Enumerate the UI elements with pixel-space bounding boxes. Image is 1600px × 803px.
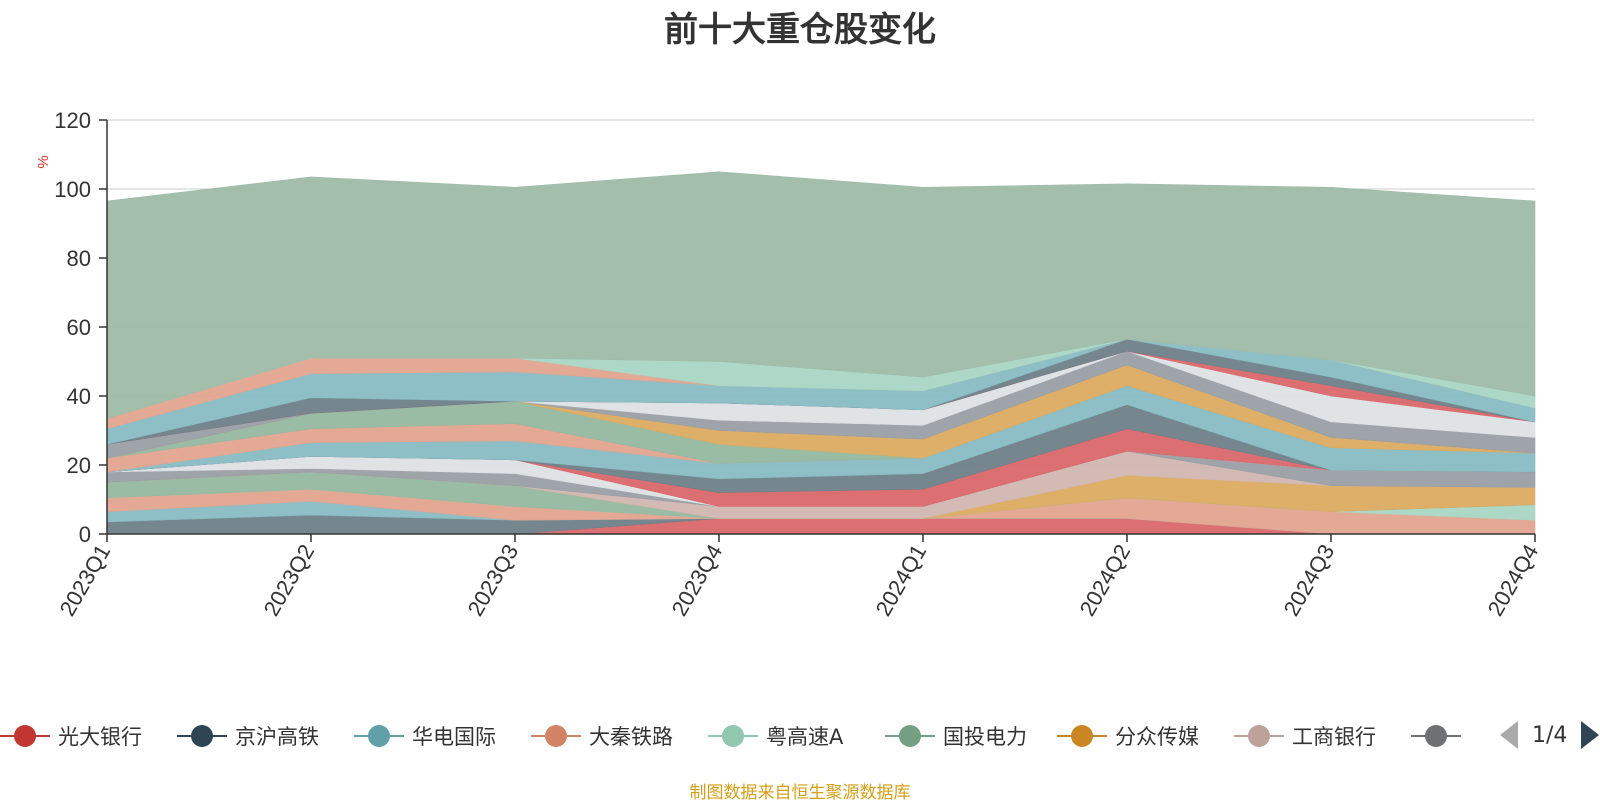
legend-item[interactable]: 国投电力 [885, 718, 1027, 754]
legend-marker-icon [354, 724, 404, 748]
legend-marker-icon [531, 724, 581, 748]
legend-prev-icon[interactable] [1500, 721, 1518, 749]
legend: 光大银行 京沪高铁 华电国际 大秦铁路 粤高速A 国投电力 分众传媒 工商银行 美的集团 [0, 718, 1600, 754]
legend-marker-icon [708, 724, 758, 748]
chart-title: 前十大重仓股变化 [664, 10, 936, 50]
legend-next-icon[interactable] [1581, 721, 1600, 749]
legend-item[interactable]: 光大银行 [0, 718, 142, 754]
legend-marker-icon [0, 724, 50, 748]
source-note: 制图数据来自恒生聚源数据库 [689, 783, 911, 803]
x-tick-label: 2023Q4 [667, 540, 728, 620]
y-tick-label: 20 [67, 453, 91, 478]
legend-label: 粤高速A [766, 725, 844, 749]
legend-marker-icon [1411, 724, 1461, 748]
legend-label: 京沪高铁 [235, 725, 319, 749]
legend-page-indicator: 1/4 [1532, 722, 1568, 748]
y-tick-label: 80 [67, 246, 91, 271]
x-tick-label: 2024Q4 [1483, 540, 1544, 620]
legend-label: 华电国际 [412, 725, 496, 749]
legend-item[interactable]: 大秦铁路 [531, 718, 673, 754]
legend-pager: 1/4 [1500, 720, 1600, 750]
area-series [106, 171, 1536, 535]
legend-label: 大秦铁路 [589, 725, 673, 749]
y-axis-label: % [35, 155, 52, 168]
x-tick-label: 2024Q2 [1075, 540, 1136, 620]
y-tick-label: 120 [54, 108, 91, 133]
x-tick-label: 2023Q3 [463, 540, 524, 620]
legend-label: 国投电力 [943, 725, 1027, 749]
legend-marker-icon [1234, 724, 1284, 748]
x-tick-label: 2023Q1 [55, 540, 116, 620]
legend-items: 光大银行 京沪高铁 华电国际 大秦铁路 粤高速A 国投电力 分众传媒 工商银行 美的集团 [0, 718, 1468, 754]
legend-marker-icon [177, 724, 227, 748]
x-tick-label: 2023Q2 [259, 540, 320, 620]
legend-label: 光大银行 [58, 725, 142, 749]
y-tick-label: 0 [79, 522, 91, 547]
legend-item[interactable]: 工商银行 [1234, 718, 1376, 754]
area-未公布[interactable] [106, 171, 1536, 419]
legend-item[interactable]: 京沪高铁 [177, 718, 319, 754]
legend-marker-icon [885, 724, 935, 748]
y-tick-label: 100 [54, 177, 91, 202]
legend-label: 工商银行 [1292, 725, 1376, 749]
legend-marker-icon [1057, 724, 1107, 748]
x-tick-label: 2024Q3 [1279, 540, 1340, 620]
y-tick-label: 40 [67, 384, 91, 409]
legend-label: 分众传媒 [1115, 725, 1199, 749]
legend-item[interactable]: 华电国际 [354, 718, 496, 754]
legend-item[interactable]: 分众传媒 [1057, 718, 1199, 754]
y-tick-label: 60 [67, 315, 91, 340]
x-tick-label: 2024Q1 [871, 540, 932, 620]
legend-item[interactable]: 粤高速A [708, 718, 843, 754]
legend-item[interactable]: 美的集团 [1411, 718, 1468, 754]
